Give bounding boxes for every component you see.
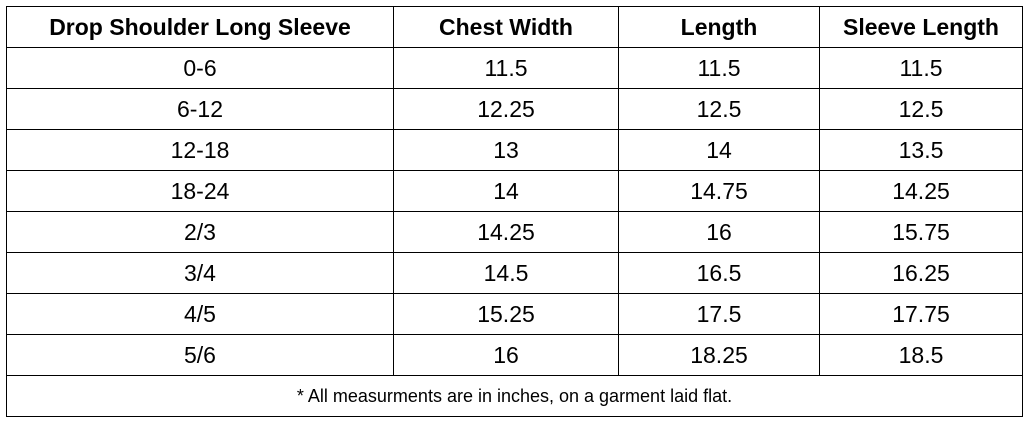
- measurement-cell: 13: [393, 129, 619, 171]
- measurement-cell: 16.5: [618, 252, 820, 294]
- measurement-cell: 12.5: [819, 88, 1023, 130]
- measurement-cell: 14: [618, 129, 820, 171]
- size-cell: 6-12: [6, 88, 394, 130]
- measurement-cell: 16: [393, 334, 619, 376]
- data-row: 4/5 15.25 17.5 17.75: [6, 293, 1023, 335]
- measurement-cell: 12.25: [393, 88, 619, 130]
- data-row: 5/6 16 18.25 18.5: [6, 334, 1023, 376]
- measurement-cell: 14.5: [393, 252, 619, 294]
- measurement-cell: 14.75: [618, 170, 820, 212]
- size-cell: 5/6: [6, 334, 394, 376]
- measurement-cell: 11.5: [393, 47, 619, 89]
- data-row: 18-24 14 14.75 14.25: [6, 170, 1023, 212]
- measurement-cell: 12.5: [618, 88, 820, 130]
- measurement-cell: 11.5: [618, 47, 820, 89]
- header-cell: Chest Width: [393, 6, 619, 48]
- size-chart: Drop Shoulder Long Sleeve Chest Width Leng…: [6, 6, 1023, 417]
- measurement-cell: 14.25: [393, 211, 619, 253]
- data-row: 0-6 11.5 11.5 11.5: [6, 47, 1023, 89]
- data-row: 3/4 14.5 16.5 16.25: [6, 252, 1023, 294]
- footnote-row: * All measurments are in inches, on a ga…: [6, 375, 1023, 417]
- measurement-cell: 13.5: [819, 129, 1023, 171]
- data-row: 6-12 12.25 12.5 12.5: [6, 88, 1023, 130]
- footnote: * All measurments are in inches, on a ga…: [6, 375, 1023, 417]
- measurement-cell: 16: [618, 211, 820, 253]
- measurement-cell: 17.5: [618, 293, 820, 335]
- measurement-cell: 16.25: [819, 252, 1023, 294]
- header-cell: Sleeve Length: [819, 6, 1023, 48]
- header-cell: Drop Shoulder Long Sleeve: [6, 6, 394, 48]
- header-row: Drop Shoulder Long Sleeve Chest Width Leng…: [6, 6, 1023, 48]
- data-row: 12-18 13 14 13.5: [6, 129, 1023, 171]
- size-cell: 4/5: [6, 293, 394, 335]
- measurement-cell: 15.75: [819, 211, 1023, 253]
- data-row: 2/3 14.25 16 15.75: [6, 211, 1023, 253]
- measurement-cell: 15.25: [393, 293, 619, 335]
- size-table: Drop Shoulder Long Sleeve Chest Width Leng…: [6, 6, 1023, 417]
- size-cell: 2/3: [6, 211, 394, 253]
- size-cell: 0-6: [6, 47, 394, 89]
- measurement-cell: 11.5: [819, 47, 1023, 89]
- size-cell: 3/4: [6, 252, 394, 294]
- size-cell: 12-18: [6, 129, 394, 171]
- size-cell: 18-24: [6, 170, 394, 212]
- measurement-cell: 17.75: [819, 293, 1023, 335]
- header-cell: Length: [618, 6, 820, 48]
- measurement-cell: 18.5: [819, 334, 1023, 376]
- measurement-cell: 14.25: [819, 170, 1023, 212]
- measurement-cell: 18.25: [618, 334, 820, 376]
- measurement-cell: 14: [393, 170, 619, 212]
